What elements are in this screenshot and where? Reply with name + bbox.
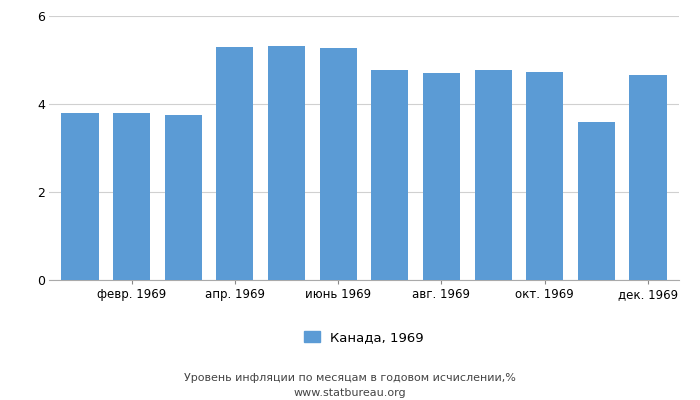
- Bar: [62, 113, 99, 280]
- Bar: [216, 47, 253, 280]
- Bar: [629, 75, 666, 280]
- Bar: [526, 72, 564, 280]
- Bar: [268, 46, 305, 280]
- Bar: [164, 115, 202, 280]
- Bar: [423, 73, 460, 280]
- Bar: [320, 48, 357, 280]
- Bar: [475, 70, 512, 280]
- Legend: Канада, 1969: Канада, 1969: [299, 326, 429, 350]
- Bar: [113, 113, 150, 280]
- Text: Уровень инфляции по месяцам в годовом исчислении,%: Уровень инфляции по месяцам в годовом ис…: [184, 373, 516, 383]
- Text: www.statbureau.org: www.statbureau.org: [294, 388, 406, 398]
- Bar: [371, 70, 408, 280]
- Bar: [578, 122, 615, 280]
